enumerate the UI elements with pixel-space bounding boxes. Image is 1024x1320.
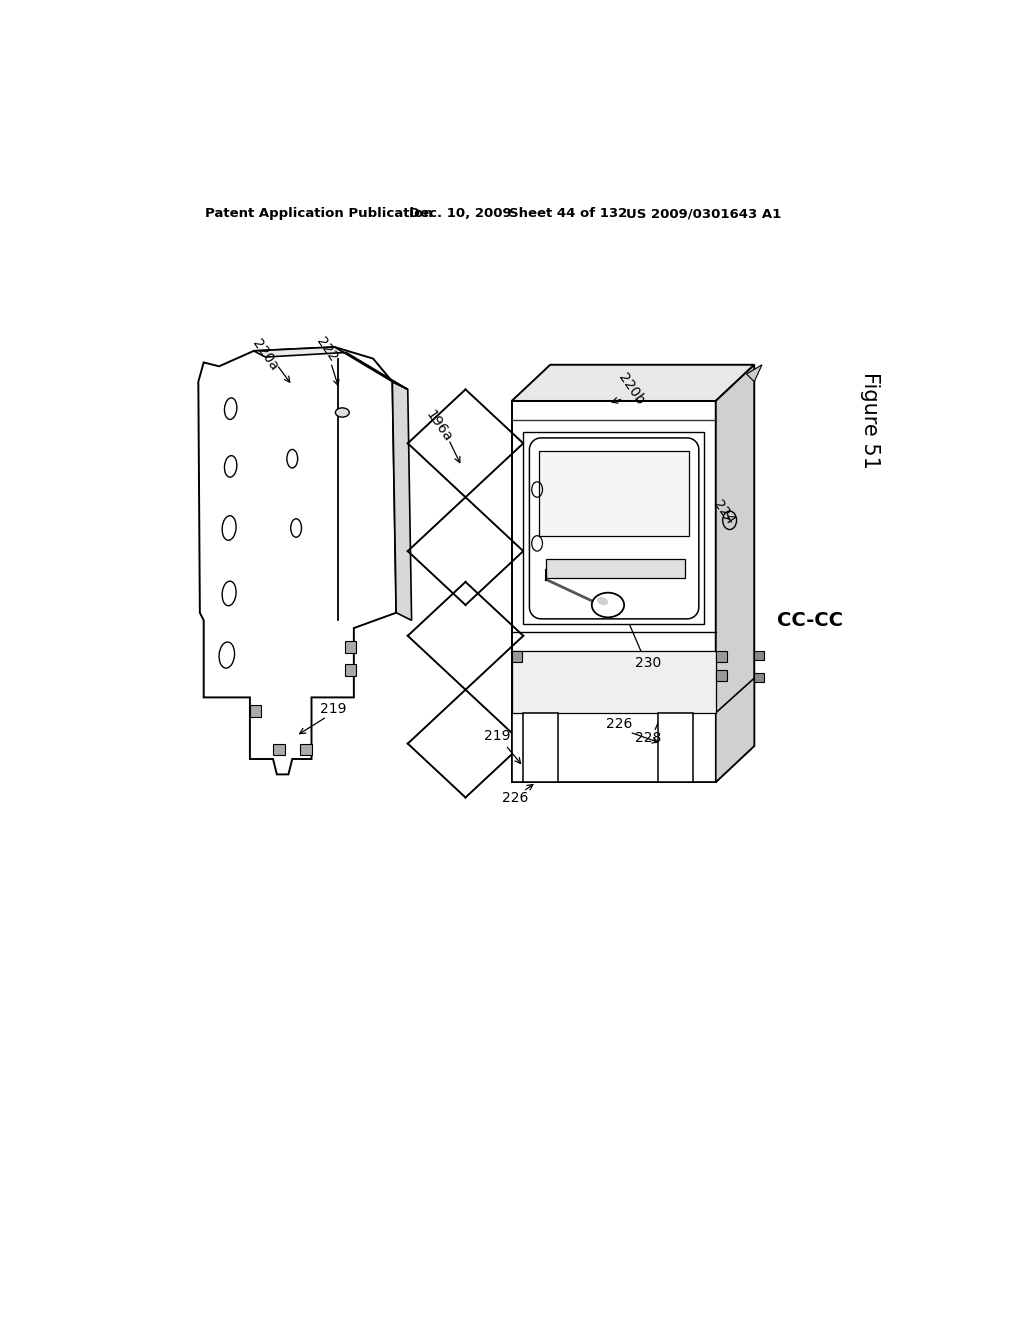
Polygon shape: [523, 713, 558, 781]
Ellipse shape: [597, 597, 608, 606]
Text: CC-CC: CC-CC: [777, 611, 844, 630]
Ellipse shape: [592, 593, 625, 618]
Text: 224: 224: [711, 498, 736, 528]
Polygon shape: [254, 347, 408, 389]
Polygon shape: [716, 678, 755, 781]
Bar: [716, 651, 727, 663]
Polygon shape: [345, 664, 356, 676]
Text: 220b: 220b: [615, 371, 647, 408]
Polygon shape: [746, 364, 762, 381]
Polygon shape: [529, 438, 698, 619]
Text: 228: 228: [635, 731, 662, 746]
Bar: [716, 671, 727, 681]
Polygon shape: [512, 713, 716, 781]
Polygon shape: [273, 743, 285, 755]
Text: Dec. 10, 2009: Dec. 10, 2009: [410, 207, 512, 220]
Polygon shape: [512, 401, 716, 781]
Ellipse shape: [336, 408, 349, 417]
Polygon shape: [716, 364, 755, 781]
Polygon shape: [547, 558, 685, 578]
Polygon shape: [539, 451, 689, 536]
Text: 230: 230: [635, 656, 662, 669]
Polygon shape: [512, 651, 716, 713]
Bar: [512, 651, 522, 663]
Polygon shape: [199, 347, 396, 775]
Polygon shape: [392, 381, 412, 620]
Text: Sheet 44 of 132: Sheet 44 of 132: [509, 207, 628, 220]
Text: 219: 219: [483, 729, 510, 743]
Text: Patent Application Publication: Patent Application Publication: [205, 207, 433, 220]
Bar: [755, 651, 764, 660]
Text: 196a: 196a: [423, 408, 455, 445]
Text: US 2009/0301643 A1: US 2009/0301643 A1: [626, 207, 781, 220]
Text: 226: 226: [606, 717, 633, 731]
Polygon shape: [658, 713, 692, 781]
Text: 220a: 220a: [250, 337, 281, 374]
Polygon shape: [250, 705, 261, 717]
Bar: [755, 673, 764, 682]
Text: 222: 222: [313, 334, 340, 364]
Polygon shape: [512, 364, 755, 401]
Polygon shape: [345, 642, 356, 653]
Text: Figure 51: Figure 51: [860, 372, 880, 469]
Polygon shape: [300, 743, 311, 755]
Polygon shape: [523, 432, 705, 624]
Text: 219: 219: [319, 702, 346, 715]
Text: 226: 226: [503, 791, 528, 804]
